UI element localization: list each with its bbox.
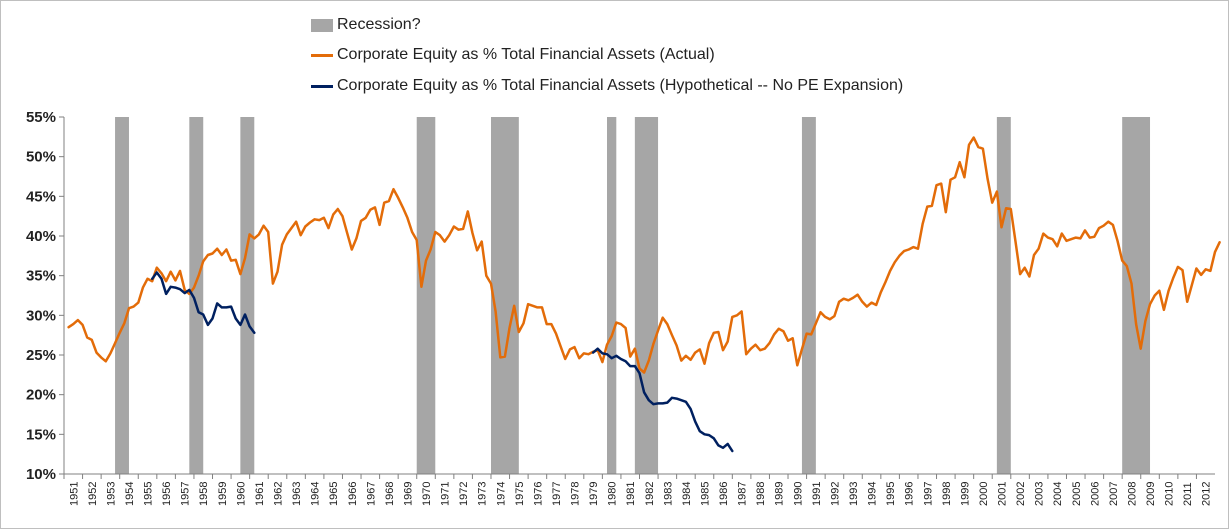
- recession-bar-6: [634, 117, 659, 474]
- x-tick-label: 1952: [87, 482, 99, 506]
- x-tick-label: 2003: [1034, 482, 1046, 506]
- recession-bar-9: [1122, 117, 1151, 474]
- x-tick-label: 1968: [384, 482, 396, 506]
- x-tick-label: 2002: [1015, 482, 1027, 506]
- series-line-hypothetical-0: [150, 271, 256, 335]
- x-tick-label: 1978: [570, 482, 582, 506]
- recession-bar-4: [490, 117, 519, 474]
- x-tick-label: 1966: [347, 482, 359, 506]
- x-tick-label: 1969: [402, 482, 414, 506]
- x-tick-label: 1977: [551, 482, 563, 506]
- x-tick-label: 1959: [217, 482, 229, 506]
- x-tick-label: 1985: [699, 482, 711, 506]
- recession-swatch: [311, 18, 333, 32]
- x-tick-label: 1987: [737, 482, 749, 506]
- x-tick-label: 1992: [829, 482, 841, 506]
- x-tick-label: 2004: [1052, 482, 1064, 506]
- x-tick-label: 1975: [514, 482, 526, 506]
- x-tick-label: 1951: [68, 482, 80, 506]
- series-line-hypothetical-1: [591, 347, 734, 453]
- recession-bar-3: [416, 117, 436, 474]
- x-tick-label: 1983: [662, 482, 674, 506]
- x-tick-label: 1997: [922, 482, 934, 506]
- recession-bar-7: [801, 117, 816, 474]
- y-tick-label: 25%: [26, 347, 56, 364]
- y-tick-label: 15%: [26, 426, 56, 443]
- x-tick-label: 2000: [978, 482, 990, 506]
- x-tick-label: 1972: [458, 482, 470, 506]
- x-tick-label: 2001: [997, 482, 1009, 506]
- x-tick-label: 1979: [588, 482, 600, 506]
- x-tick-label: 1958: [198, 482, 210, 506]
- x-tick-label: 1993: [848, 482, 860, 506]
- x-tick-label: 1988: [755, 482, 767, 506]
- x-tick-label: 2011: [1182, 482, 1194, 506]
- series-line-actual-0: [67, 136, 1221, 374]
- x-tick-label: 1980: [607, 482, 619, 506]
- x-tick-label: 1976: [532, 482, 544, 506]
- x-tick-label: 1961: [254, 482, 266, 506]
- x-tick-label: 2010: [1164, 482, 1176, 506]
- x-tick-label: 1990: [792, 482, 804, 506]
- y-tick-label: 35%: [26, 268, 56, 285]
- x-tick-label: 1964: [310, 482, 322, 506]
- x-tick-label: 1957: [180, 482, 192, 506]
- x-tick-label: 1970: [421, 482, 433, 506]
- x-tick-label: 1965: [328, 482, 340, 506]
- recession-bar-8: [996, 117, 1011, 474]
- y-tick-label: 20%: [26, 387, 56, 404]
- recession-bar-2: [240, 117, 255, 474]
- x-tick-label: 1989: [774, 482, 786, 506]
- x-tick-label: 1986: [718, 482, 730, 506]
- x-tick-label: 1995: [885, 482, 897, 506]
- recession-bar-5: [607, 117, 617, 474]
- recession-bar-1: [189, 117, 204, 474]
- x-tick-label: 1956: [161, 482, 173, 506]
- legend-label-recession: Recession?: [337, 16, 421, 33]
- x-tick-label: 1954: [124, 482, 136, 506]
- x-tick-label: 1967: [365, 482, 377, 506]
- legend-item-recession: Recession?: [311, 14, 421, 36]
- x-tick-label: 1996: [904, 482, 916, 506]
- x-tick-label: 1971: [440, 482, 452, 506]
- x-tick-label: 1962: [272, 482, 284, 506]
- y-tick-label: 30%: [26, 307, 56, 324]
- x-tick-label: 1963: [291, 482, 303, 506]
- legend-item-actual: Corporate Equity as % Total Financial As…: [311, 44, 715, 66]
- x-tick-label: 2007: [1108, 482, 1120, 506]
- x-tick-label: 1984: [681, 482, 693, 506]
- x-tick-label: 1998: [941, 482, 953, 506]
- y-tick-label: 55%: [26, 109, 56, 126]
- y-tick-label: 45%: [26, 188, 56, 205]
- x-tick-label: 1999: [959, 482, 971, 506]
- hypothetical-line-swatch: [311, 84, 333, 88]
- x-tick-label: 1955: [143, 482, 155, 506]
- legend-label-actual: Corporate Equity as % Total Financial As…: [337, 46, 715, 63]
- y-tick-label: 10%: [26, 466, 56, 483]
- x-tick-label: 1982: [644, 482, 656, 506]
- actual-line-swatch: [311, 53, 333, 57]
- x-tick-label: 1991: [811, 482, 823, 506]
- x-tick-label: 2009: [1145, 482, 1157, 506]
- x-tick-label: 1953: [105, 482, 117, 506]
- x-tick-label: 1974: [495, 482, 507, 506]
- x-tick-label: 2006: [1089, 482, 1101, 506]
- legend-item-hypothetical: Corporate Equity as % Total Financial As…: [311, 75, 903, 97]
- x-tick-label: 1994: [867, 482, 879, 506]
- x-tick-label: 2008: [1126, 482, 1138, 506]
- x-tick-label: 1960: [235, 482, 247, 506]
- x-tick-label: 2012: [1201, 482, 1213, 506]
- x-tick-label: 1981: [625, 482, 637, 506]
- y-tick-label: 40%: [26, 228, 56, 245]
- recession-bar-0: [115, 117, 129, 474]
- y-tick-label: 50%: [26, 149, 56, 166]
- legend-label-hypothetical: Corporate Equity as % Total Financial As…: [337, 77, 904, 94]
- x-tick-label: 1973: [477, 482, 489, 506]
- x-tick-label: 2005: [1071, 482, 1083, 506]
